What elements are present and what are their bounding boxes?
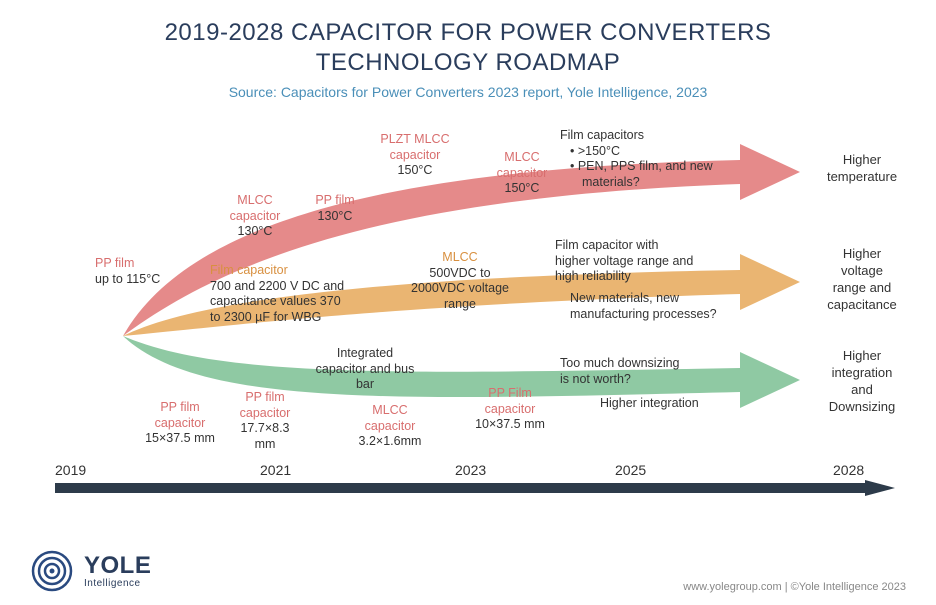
label-mlcc-150: MLCC capacitor 150°C	[482, 150, 562, 197]
copyright-text: www.yolegroup.com | ©Yole Intelligence 2…	[683, 581, 906, 593]
footer: YOLE Intelligence www.yolegroup.com | ©Y…	[30, 549, 906, 593]
right-label-green: Higher integration and Downsizing	[812, 348, 912, 416]
timeline-bar	[55, 480, 895, 496]
year-2019: 2019	[55, 462, 86, 478]
label-plzt-mlcc: PLZT MLCC capacitor 150°C	[370, 132, 460, 179]
year-2025: 2025	[615, 462, 646, 478]
label-mlcc-32: MLCC capacitor 3.2×1.6mm	[345, 403, 435, 450]
logo-text-sub: Intelligence	[84, 578, 151, 589]
logo-text-main: YOLE	[84, 554, 151, 578]
title-line1: 2019-2028 CAPACITOR FOR POWER CONVERTERS	[165, 19, 772, 46]
page-title: 2019-2028 CAPACITOR FOR POWER CONVERTERS…	[0, 0, 936, 78]
label-integrated-bus: Integrated capacitor and bus bar	[300, 346, 430, 393]
yole-logo-icon	[30, 549, 74, 593]
label-film-future: Film capacitors • >150°C • PEN, PPS film…	[560, 128, 740, 191]
label-downsize: Too much downsizing is not worth?	[560, 356, 730, 387]
label-film-hv: Film capacitor with higher voltage range…	[555, 238, 745, 285]
subtitle: Source: Capacitors for Power Converters …	[0, 84, 936, 100]
label-new-mat: New materials, new manufacturing process…	[570, 291, 770, 322]
roadmap-chart: Higher temperature Higher voltage range …	[0, 108, 936, 503]
year-2021: 2021	[260, 462, 291, 478]
right-label-orange: Higher voltage range and capacitance	[812, 246, 912, 314]
label-ppfilm-115: PP film up to 115°C	[95, 256, 185, 287]
label-pp-17: PP film capacitor 17.7×8.3 mm	[225, 390, 305, 453]
label-pp-10: PP Film capacitor 10×37.5 mm	[460, 386, 560, 433]
right-label-red: Higher temperature	[812, 152, 912, 186]
title-line2: TECHNOLOGY ROADMAP	[316, 49, 621, 76]
label-mlcc-130: MLCC capacitor 130°C	[215, 193, 295, 240]
year-2023: 2023	[455, 462, 486, 478]
label-higher-int: Higher integration	[600, 396, 750, 412]
label-ppfilm-130: PP film 130°C	[300, 193, 370, 224]
timeline: 2019 2021 2023 2025 2028	[55, 480, 895, 510]
yole-logo: YOLE Intelligence	[30, 549, 151, 593]
label-filmcap-700: Film capacitor 700 and 2200 V DC and cap…	[210, 263, 380, 326]
year-2028: 2028	[833, 462, 864, 478]
label-pp-15: PP film capacitor 15×37.5 mm	[135, 400, 225, 447]
label-mlcc-500vdc: MLCC 500VDC to 2000VDC voltage range	[395, 250, 525, 313]
